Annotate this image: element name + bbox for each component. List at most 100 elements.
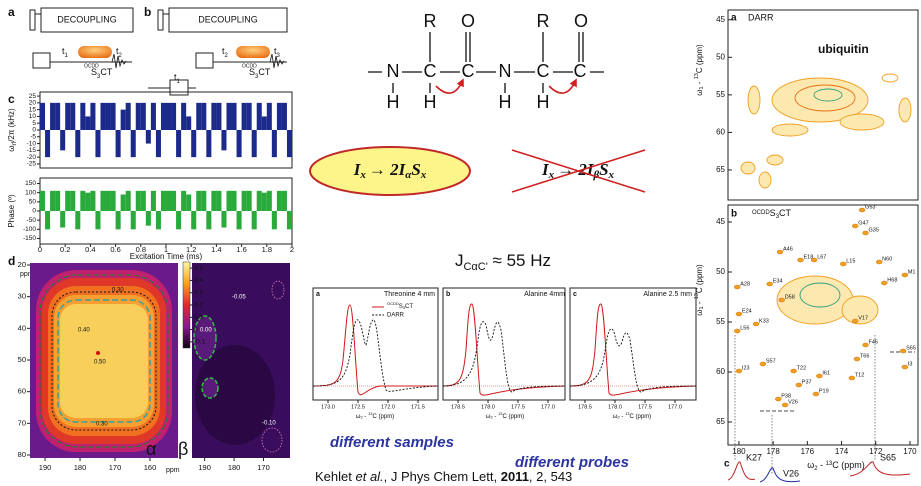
trace-bar [100,103,105,130]
contour [882,74,898,82]
trace-bar [272,130,277,157]
trace-bar [211,191,216,211]
guide-line [760,352,915,411]
y-tick-label: 55 [716,90,725,99]
t: ≈ 55 Hz [488,251,551,270]
trace-bar [282,191,287,211]
contours [741,74,911,188]
transfer-arrow [436,82,462,93]
part: ω [807,460,814,470]
peak-label: P37 [802,379,812,385]
trace-bar [237,211,242,229]
contour [772,124,808,136]
sub: x [608,169,615,181]
trace-bar [65,103,70,130]
trace-bar [176,130,181,157]
atom: C [574,61,587,81]
y-tick-label: 45 [716,217,725,226]
trace-bar [206,130,211,157]
trace-bar [186,116,191,130]
trace-bar [252,211,257,229]
x-tick-label: 1.4 [211,245,221,254]
trace-bar [116,211,121,229]
x-tick-label: 0 [38,245,42,254]
sub: 3 [277,53,281,59]
group: R [537,11,550,31]
y-tick-label: 60 [18,387,26,396]
y-tick-label: 50 [716,267,725,276]
trace-bar [277,191,282,211]
peak-label: L67 [817,254,826,260]
trace-bar [206,211,211,229]
transfer-arrow [549,82,575,93]
trace-bar [141,191,146,211]
y-tick-label: -150 [23,235,36,242]
sub: 1 [177,79,181,85]
x-tick-label: 178.5 [451,404,465,410]
trace-bar [221,211,226,228]
hydrogen: H [424,92,437,112]
page: { "pulse":{ "a":{"label":"a","decoupling… [0,0,921,486]
peak-label: M1 [908,269,916,275]
t: et al. [355,469,383,484]
y-tick-label: 70 [18,418,26,427]
peak-label: A28 [740,281,750,287]
greek-label: α [146,439,156,459]
spectrum-title: Alanine 4mm [524,291,565,298]
contour-label: -0.10 [262,421,276,427]
contour-label: -0.05 [232,295,246,301]
panel-label: a [8,5,15,19]
trace-bar [216,103,221,130]
trace-bar [75,130,80,157]
y-tick-label: -50 [27,217,37,224]
trace-bar [191,130,196,157]
panel-label: c [724,459,730,470]
x-tick-label: 180 [74,463,87,472]
atom: C [424,61,437,81]
trace [443,322,565,392]
delay: t2 [222,46,229,58]
t: 2011 [501,469,529,484]
part: C (ppm) [695,264,704,293]
trace-bar [257,191,262,211]
trace-bar [85,116,90,130]
trace-bar [151,103,156,130]
y-tick-label: 80 [18,450,26,459]
x-axis-label: ppm [166,467,180,474]
contour-label: 0.30 [112,288,124,294]
contour [741,162,755,174]
trace-bar [106,191,111,211]
s3ct: S3CT [249,67,271,79]
trace-bar [111,103,116,130]
trace-bar [70,103,75,130]
pulse-pill [78,46,112,58]
peak-label: S65 [906,345,916,351]
colorbar-tick-label: -0.1 [194,339,206,346]
spectrum-title: Threonine 4 mm [384,291,435,298]
trace-bar [126,191,131,211]
trace-bar [106,103,111,130]
panel-label: b [144,5,151,19]
trace-bar [216,191,221,211]
trace-bar [60,211,65,228]
x-tick-label: 177.0 [541,404,555,410]
contour [899,98,911,122]
trace-bar [161,103,166,130]
peak-label: I3 [908,361,913,367]
caption: different probes [515,454,629,471]
experiment: OCDDS3CT [752,208,792,219]
trace-bar [136,103,141,130]
peak-label: E24 [742,308,752,314]
greek-label: β [178,439,188,459]
trace-bar [252,130,257,157]
y-tick-label: 60 [716,128,725,137]
contour-label: 0.30 [96,422,108,428]
peak-label: L56 [740,325,749,331]
trace-bar [242,191,247,211]
peak-label: E34 [773,278,783,284]
panel-label: c [8,92,15,106]
atom: C [462,61,475,81]
x-axis-label: ω2 - 13C (ppm) [613,411,651,420]
sub: CαC' [463,261,487,273]
y-tick-label: 65 [716,417,725,426]
